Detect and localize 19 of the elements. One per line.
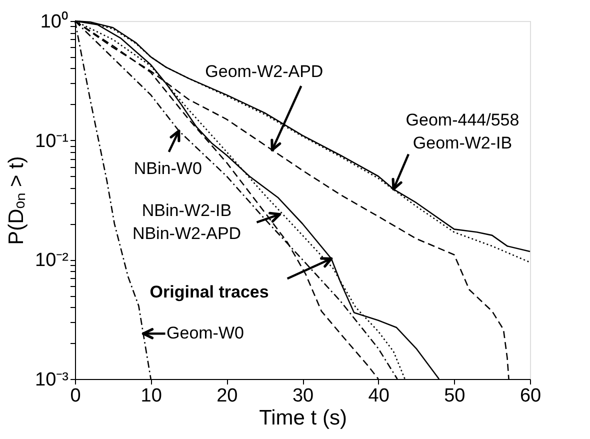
y-axis-title: P(Dₒₙ > t): [5, 156, 28, 245]
annotation: Geom-W2-APD: [205, 62, 324, 81]
annotation: NBin-W0: [134, 158, 202, 178]
x-axis-title: Time t (s): [259, 406, 347, 430]
x-tick-label: 10: [140, 386, 162, 406]
annotation: Geom-W0: [166, 324, 244, 343]
x-tick-label: 20: [216, 386, 238, 406]
x-tick-label: 60: [520, 386, 542, 406]
annotation: Original traces: [150, 282, 269, 302]
annotation: NBin-W2-IB NBin-W2-APD: [132, 200, 242, 243]
x-tick-label: 50: [444, 386, 466, 406]
x-tick-label: 40: [368, 386, 390, 406]
y-tick-label: 10⁻¹: [35, 130, 68, 152]
annotation: Geom-444/558 Geom-W2-IB: [406, 110, 520, 153]
y-tick-label: 10⁰: [40, 10, 68, 32]
y-tick-label: 10⁻²: [35, 250, 68, 272]
x-tick-label: 0: [70, 386, 81, 406]
y-tick-label: 10⁻³: [35, 370, 68, 390]
x-tick-label: 30: [292, 386, 314, 406]
